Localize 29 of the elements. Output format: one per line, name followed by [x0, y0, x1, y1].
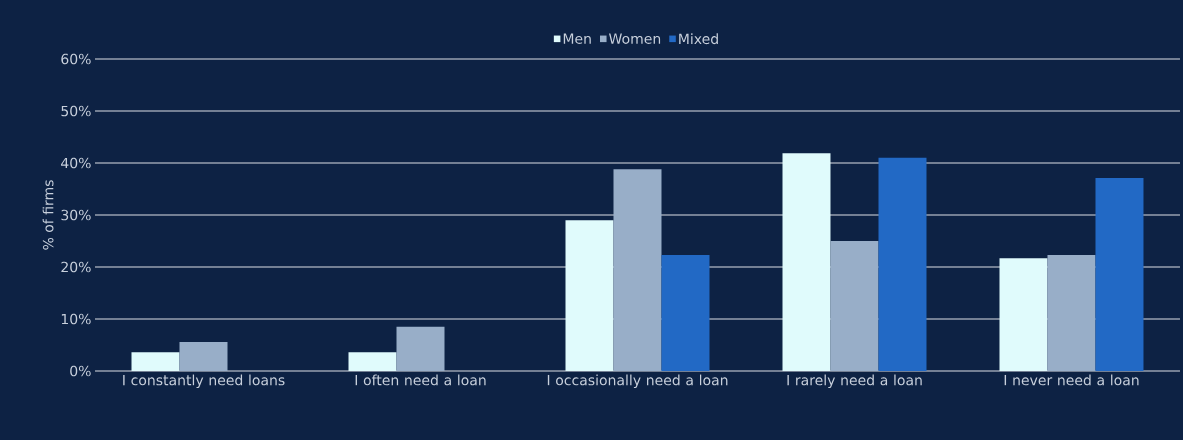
y-tick-label: 0% [70, 365, 91, 377]
bar [613, 169, 662, 371]
bar [1047, 255, 1096, 371]
bar [179, 341, 228, 371]
bar [999, 258, 1048, 371]
bar [782, 153, 831, 371]
y-tick-label: 20% [61, 261, 91, 273]
bar [878, 157, 927, 371]
y-tick-label: 10% [61, 313, 91, 325]
y-tick-label: 40% [61, 157, 91, 169]
bar [348, 352, 397, 371]
legend-label: Mixed [679, 33, 718, 45]
bar [830, 241, 879, 371]
bar [396, 326, 445, 371]
y-tick-label: 60% [61, 53, 91, 65]
y-tick-label: 30% [61, 209, 91, 221]
legend-label: Women [609, 33, 661, 44]
legend-label: Men [563, 33, 591, 44]
y-tick-label: 50% [61, 105, 91, 117]
x-tick-label: I constantly need loans [123, 374, 285, 389]
y-axis-title: % of firms [42, 180, 54, 250]
x-tick-label: I often need a loan [355, 374, 486, 386]
bar [661, 255, 710, 371]
x-tick-label: I occasionally need a loan [547, 374, 728, 389]
x-tick-label: I never need a loan [1004, 374, 1139, 386]
x-tick-label: I rarely need a loan [787, 374, 922, 389]
bar [565, 220, 614, 371]
bar [131, 352, 180, 371]
bar [1095, 178, 1144, 371]
